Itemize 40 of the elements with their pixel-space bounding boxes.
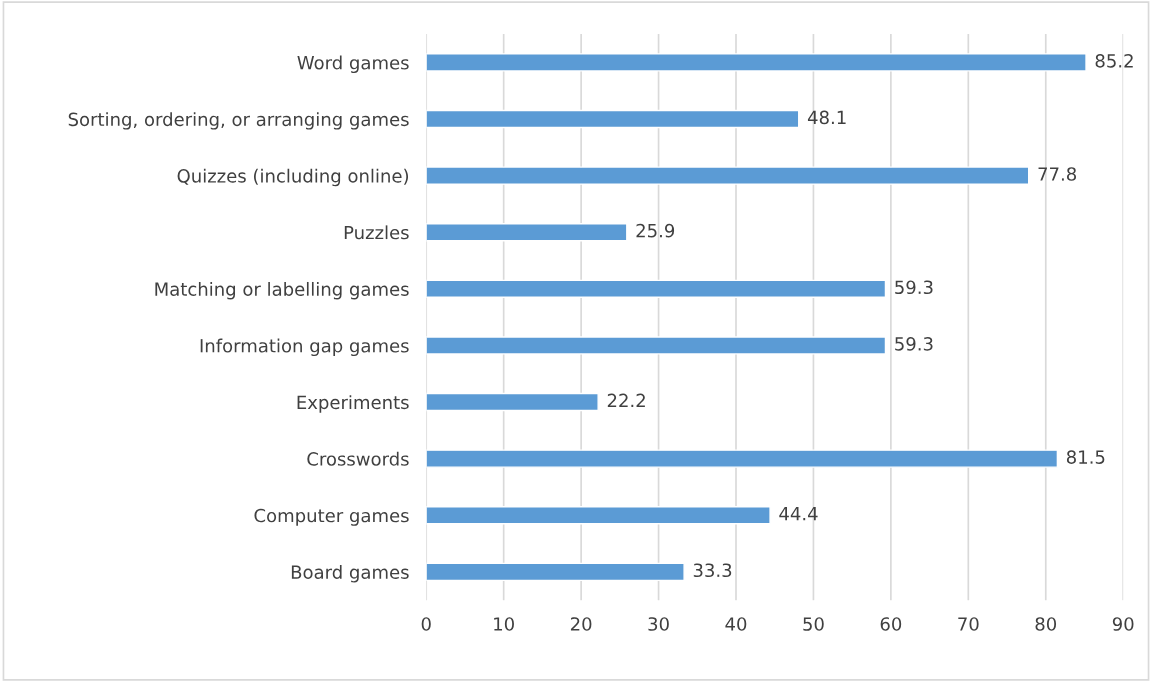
x-tick-label: 70 [958, 617, 979, 631]
x-tick-label: 10 [494, 617, 514, 631]
bar [426, 279, 887, 299]
x-tick-label: 50 [803, 617, 824, 631]
y-tick-label: Puzzles [344, 225, 409, 240]
y-tick-label: Experiments [297, 395, 409, 413]
data-label: 44.4 [779, 507, 818, 521]
bar [426, 449, 1059, 468]
x-tick-label: 80 [1035, 617, 1057, 631]
bar [426, 506, 771, 525]
data-label: 85.2 [1095, 53, 1133, 68]
bar [426, 392, 599, 412]
y-tick-label: Matching or labelling games [155, 281, 409, 300]
bar [426, 562, 685, 582]
x-tick-label: 60 [880, 617, 902, 631]
y-tick-label: Crosswords [307, 451, 409, 466]
bar [426, 223, 628, 242]
x-tick-label: 30 [648, 617, 669, 631]
data-label: 81.5 [1066, 450, 1105, 464]
bar [426, 166, 1030, 185]
y-tick-label: Information gap games [200, 338, 409, 357]
y-tick-label: Board games [291, 565, 409, 583]
y-tick-label: Word games [297, 55, 409, 74]
x-tick-label: 20 [570, 617, 592, 631]
data-label: 25.9 [636, 223, 675, 238]
bar [426, 336, 887, 355]
data-label: 77.8 [1038, 167, 1077, 181]
data-label: 33.3 [693, 563, 732, 578]
bar [426, 109, 800, 129]
y-tick-label: Computer games [254, 508, 409, 526]
y-tick-label: Quizzes (including online) [177, 168, 409, 187]
y-tick-label: Sorting, ordering, or arranging games [68, 112, 409, 130]
data-label: 59.3 [895, 337, 933, 351]
x-tick-label: 90 [1112, 617, 1134, 631]
data-label: 48.1 [807, 110, 846, 125]
data-label: 22.2 [607, 393, 645, 408]
x-tick-label: 40 [725, 617, 747, 631]
bar [426, 53, 1087, 72]
data-label: 59.3 [895, 280, 933, 295]
x-tick-label: 0 [421, 617, 431, 631]
